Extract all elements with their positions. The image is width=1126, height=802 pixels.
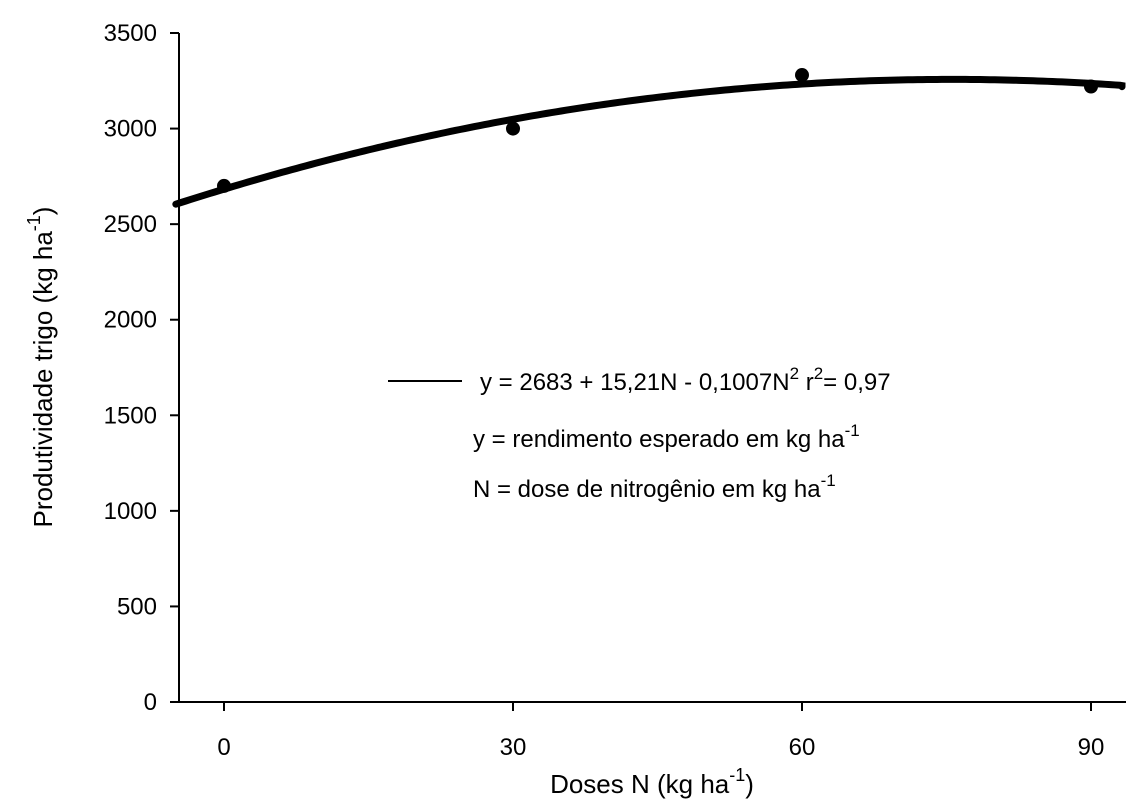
legend-note-y-sup: -1 <box>845 421 860 440</box>
x-axis-title: Doses N (kg ha-1) <box>550 765 754 799</box>
legend: y = 2683 + 15,21N - 0,1007N2 r2= 0,97 y … <box>388 364 891 503</box>
y-tick-label: 500 <box>117 593 157 620</box>
data-point <box>794 68 809 83</box>
y-axis-title-text: Produtividade trigo (kg ha <box>28 231 58 528</box>
y-tick-label: 0 <box>144 689 157 716</box>
legend-equation-mid: r <box>799 369 814 396</box>
legend-equation-sup2: 2 <box>814 364 823 383</box>
legend-equation-main: y = 2683 + 15,21N - 0,1007N <box>480 369 790 396</box>
y-axis-title-sup: -1 <box>24 215 44 231</box>
legend-note-n-sup: -1 <box>821 471 836 490</box>
y-tick-label: 2000 <box>104 307 157 334</box>
y-tick-label: 3000 <box>104 116 157 143</box>
y-tick-label: 1000 <box>104 498 157 525</box>
fit-curve <box>172 75 1126 208</box>
x-ticks: 0 30 60 90 <box>217 702 1104 761</box>
y-ticks: 0 500 1000 1500 2000 2500 3000 3500 <box>104 20 179 716</box>
x-axis-title-close: ) <box>745 769 754 799</box>
legend-equation-sup1: 2 <box>790 364 799 383</box>
data-point <box>217 178 231 193</box>
x-tick-label: 90 <box>1078 734 1105 761</box>
legend-note-y: y = rendimento esperado em kg ha-1 <box>473 421 860 453</box>
y-tick-label: 1500 <box>104 402 157 429</box>
data-point <box>1083 79 1098 94</box>
legend-equation-end: = 0,97 <box>823 369 890 396</box>
legend-note-n: N = dose de nitrogênio em kg ha-1 <box>473 471 836 503</box>
data-points <box>217 68 1098 193</box>
x-axis-title-text: Doses N (kg ha <box>550 769 730 799</box>
x-tick-label: 30 <box>500 734 527 761</box>
legend-note-y-text: y = rendimento esperado em kg ha <box>473 426 845 453</box>
y-tick-label: 2500 <box>104 211 157 238</box>
x-axis-title-sup: -1 <box>729 765 745 785</box>
x-tick-label: 60 <box>789 734 816 761</box>
legend-equation: y = 2683 + 15,21N - 0,1007N2 r2= 0,97 <box>480 364 891 396</box>
y-axis-title: Produtividade trigo (kg ha-1) <box>24 207 58 528</box>
y-axis-title-close: ) <box>28 207 58 216</box>
y-tick-label: 3500 <box>104 20 157 47</box>
data-point <box>505 121 520 136</box>
x-tick-label: 0 <box>217 734 230 761</box>
legend-note-n-text: N = dose de nitrogênio em kg ha <box>473 476 821 503</box>
